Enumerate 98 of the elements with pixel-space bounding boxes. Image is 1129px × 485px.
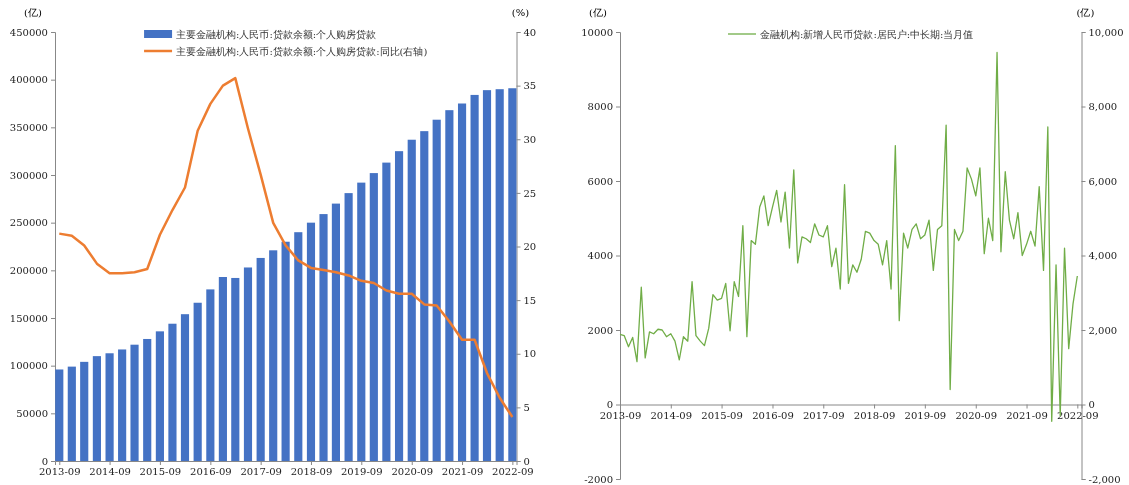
bar: [168, 323, 177, 461]
line-series: [58, 76, 514, 419]
x-tick-label: 2013-09: [38, 466, 81, 478]
y-axis-title: (亿): [588, 7, 607, 18]
x-tick-label: 2020-09: [954, 409, 997, 421]
y2-tick-label: 15: [523, 294, 537, 306]
bar: [243, 267, 253, 461]
y2-tick-label: 10: [523, 348, 537, 360]
x-tick-label: 2019-09: [341, 466, 383, 478]
y2-tick-label: 4,000: [1088, 250, 1117, 262]
x-tick-label: 2021-09: [1005, 409, 1048, 421]
bar: [432, 119, 441, 461]
y2-axis-title: (%): [511, 7, 530, 18]
x-tick-label: 2021-09: [441, 466, 484, 478]
legend-label: 主要金融机构:人民币:贷款余额:个人购房贷款: [176, 28, 377, 40]
x-tick-label: 2016-09: [190, 466, 232, 478]
bar: [67, 366, 76, 461]
legend-label: 主要金融机构:人民币:贷款余额:个人购房贷款:同比(右轴): [176, 45, 428, 57]
y2-tick-label: 10,000: [1088, 26, 1123, 38]
y2-tick-label: 35: [523, 80, 537, 92]
y-tick-label: 400000: [9, 74, 48, 86]
y-tick-label: 200000: [9, 265, 48, 277]
x-tick-label: 2017-09: [802, 409, 845, 421]
bar: [357, 182, 366, 461]
y-tick-label: 250000: [9, 217, 48, 229]
x-tick-label: 2014-09: [89, 466, 131, 478]
bar: [206, 289, 215, 461]
y-tick-label: 10000: [580, 26, 613, 38]
bar: [319, 214, 328, 461]
bar: [80, 361, 89, 461]
x-tick-label: 2017-09: [240, 466, 282, 478]
y-tick-label: 300000: [9, 169, 48, 181]
x-tick-label: 2015-09: [139, 466, 182, 478]
y2-tick-label: 8,000: [1088, 101, 1117, 113]
bar: [445, 110, 454, 461]
bar: [281, 241, 290, 461]
y-tick-label: 2000: [587, 324, 613, 336]
bar: [482, 90, 492, 461]
x-tick-label: 2022-09: [1056, 409, 1099, 421]
x-tick-label: 2014-09: [650, 409, 692, 421]
y-tick-label: -2000: [583, 473, 613, 485]
y-tick-label: 8000: [587, 101, 613, 113]
y-tick-label: 450000: [9, 26, 48, 38]
y-tick-label: 50000: [16, 408, 48, 420]
bar: [306, 222, 316, 461]
bar: [495, 89, 504, 461]
legend-label: 金融机构:新增人民币贷款:居民户:中长期:当月值: [759, 28, 973, 40]
bar: [55, 369, 64, 461]
x-tick-label: 2019-09: [904, 409, 946, 421]
y-tick-label: 100000: [9, 360, 48, 372]
y2-tick-label: 20: [523, 241, 537, 253]
bar: [92, 356, 101, 461]
y2-tick-label: 25: [523, 187, 537, 199]
x-tick-label: 2022-09: [492, 466, 534, 478]
bar: [193, 302, 202, 461]
bar: [180, 314, 190, 461]
bar: [369, 173, 378, 461]
y2-tick-label: 2,000: [1088, 324, 1117, 336]
x-tick-label: 2013-09: [599, 409, 641, 421]
y-tick-label: 0: [606, 399, 613, 411]
bar: [394, 151, 404, 461]
y-tick-label: 6000: [587, 175, 613, 187]
y2-tick-label: 0: [1088, 399, 1095, 411]
bar: [231, 277, 240, 461]
y2-tick-label: 6,000: [1088, 175, 1117, 187]
bar: [420, 131, 429, 461]
bar: [218, 277, 227, 461]
y-tick-label: 4000: [587, 250, 613, 262]
bar: [105, 353, 114, 461]
bar: [269, 250, 278, 461]
bar: [155, 331, 164, 461]
bar: [508, 88, 517, 461]
x-tick-label: 2018-09: [290, 466, 333, 478]
y2-tick-label: 40: [523, 26, 537, 38]
x-tick-label: 2020-09: [391, 466, 434, 478]
x-tick-label: 2016-09: [751, 409, 794, 421]
bar: [118, 349, 127, 461]
y2-tick-label: 30: [523, 133, 537, 145]
bar: [457, 103, 467, 461]
bar: [382, 162, 391, 461]
y2-tick-label: 0: [523, 455, 530, 467]
x-tick-label: 2018-09: [853, 409, 895, 421]
bar: [256, 257, 265, 461]
y-axis-title: (亿): [24, 7, 42, 18]
bar: [130, 344, 139, 461]
y2-tick-label: 5: [523, 402, 530, 414]
y-tick-label: 150000: [9, 312, 48, 324]
bar: [331, 203, 340, 461]
y2-axis-title: (亿): [1076, 7, 1094, 18]
bar: [143, 338, 152, 461]
x-tick-label: 2015-09: [700, 409, 743, 421]
bar: [344, 193, 353, 461]
y2-tick-label: -2,000: [1088, 473, 1121, 485]
bar: [294, 232, 303, 461]
bar: [407, 139, 416, 461]
y-tick-label: 350000: [9, 122, 48, 134]
bar: [470, 94, 479, 461]
y-tick-label: 0: [41, 455, 48, 467]
